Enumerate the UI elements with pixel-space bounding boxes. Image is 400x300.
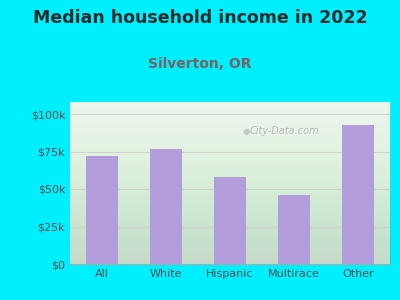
Bar: [342, 124, 374, 264]
Bar: [150, 148, 182, 264]
Bar: [278, 195, 310, 264]
Bar: [86, 156, 118, 264]
Bar: [214, 177, 246, 264]
Text: ●: ●: [242, 127, 250, 136]
Text: Silverton, OR: Silverton, OR: [148, 57, 252, 71]
Text: City-Data.com: City-Data.com: [250, 126, 319, 136]
Text: Median household income in 2022: Median household income in 2022: [33, 9, 367, 27]
